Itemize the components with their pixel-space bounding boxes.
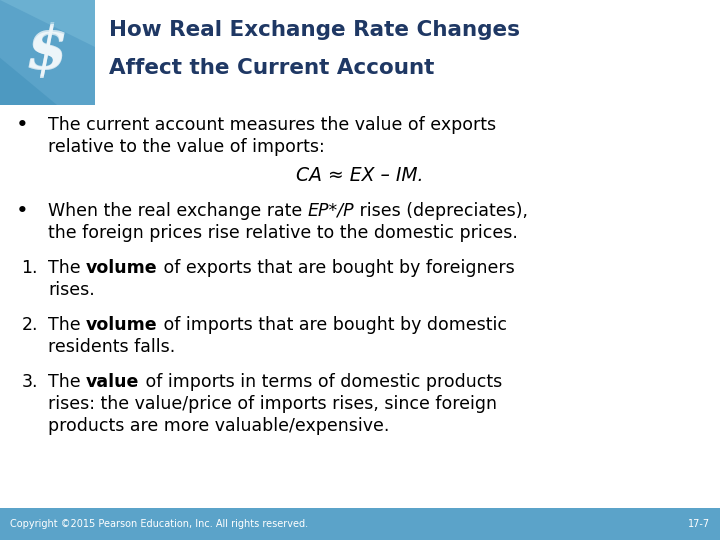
Text: 17-7: 17-7 bbox=[688, 519, 710, 529]
Text: When the real exchange rate: When the real exchange rate bbox=[48, 202, 307, 220]
Text: •: • bbox=[16, 201, 28, 221]
Text: volume: volume bbox=[86, 259, 158, 277]
Text: EP*/P: EP*/P bbox=[307, 202, 354, 220]
Bar bbox=[0, 0, 95, 105]
Text: The: The bbox=[48, 259, 86, 277]
Text: CA ≈ EX – IM.: CA ≈ EX – IM. bbox=[296, 166, 424, 185]
Text: How Real Exchange Rate Changes: How Real Exchange Rate Changes bbox=[109, 20, 520, 40]
Text: 1.: 1. bbox=[22, 259, 38, 277]
Text: value: value bbox=[86, 373, 140, 392]
Bar bbox=[0, 508, 720, 540]
Text: rises.: rises. bbox=[48, 281, 95, 299]
Text: Affect the Current Account: Affect the Current Account bbox=[109, 58, 434, 78]
Text: volume: volume bbox=[86, 316, 158, 334]
Text: $: $ bbox=[26, 22, 68, 82]
Text: of imports that are bought by domestic: of imports that are bought by domestic bbox=[158, 316, 507, 334]
Text: relative to the value of imports:: relative to the value of imports: bbox=[48, 138, 325, 156]
Text: of imports in terms of domestic products: of imports in terms of domestic products bbox=[140, 373, 502, 392]
Text: The: The bbox=[48, 373, 86, 392]
Text: 2.: 2. bbox=[22, 316, 38, 334]
Text: rises: the value/price of imports rises, since foreign: rises: the value/price of imports rises,… bbox=[48, 395, 497, 414]
Text: The: The bbox=[48, 316, 86, 334]
Text: 3.: 3. bbox=[22, 373, 38, 392]
Text: products are more valuable/expensive.: products are more valuable/expensive. bbox=[48, 417, 390, 435]
Text: of exports that are bought by foreigners: of exports that are bought by foreigners bbox=[158, 259, 515, 277]
Polygon shape bbox=[0, 0, 95, 47]
Text: $: $ bbox=[26, 22, 68, 82]
Text: the foreign prices rise relative to the domestic prices.: the foreign prices rise relative to the … bbox=[48, 224, 518, 242]
Text: •: • bbox=[16, 115, 28, 135]
Text: $: $ bbox=[27, 24, 67, 80]
Text: Copyright ©2015 Pearson Education, Inc. All rights reserved.: Copyright ©2015 Pearson Education, Inc. … bbox=[10, 519, 308, 529]
Polygon shape bbox=[0, 58, 57, 105]
Text: rises (depreciates),: rises (depreciates), bbox=[354, 202, 528, 220]
Text: The current account measures the value of exports: The current account measures the value o… bbox=[48, 116, 496, 134]
Text: residents falls.: residents falls. bbox=[48, 338, 175, 356]
